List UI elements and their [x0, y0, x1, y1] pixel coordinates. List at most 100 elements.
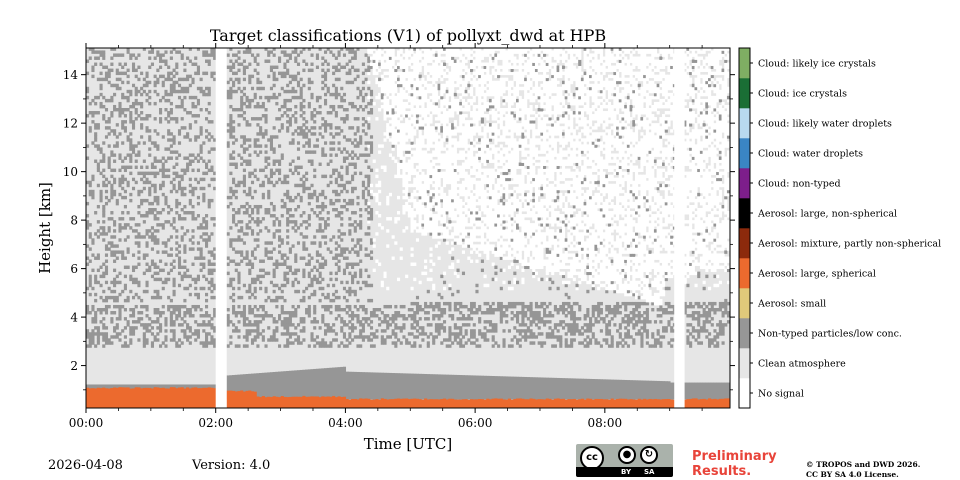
class-cell	[88, 129, 92, 133]
class-cell	[426, 223, 430, 227]
class-cell	[172, 141, 176, 145]
class-cell	[107, 198, 111, 203]
class-cell	[169, 298, 173, 303]
class-cell	[156, 317, 160, 321]
class-cell	[472, 335, 476, 339]
class-cell	[410, 74, 414, 79]
class-cell	[456, 204, 460, 209]
class-cell	[161, 226, 165, 230]
class-cell	[383, 86, 387, 91]
class-cell	[288, 311, 292, 315]
class-cell	[229, 195, 233, 200]
class-cell	[397, 65, 401, 70]
class-cell	[278, 344, 282, 348]
class-cell	[299, 95, 303, 100]
class-cell	[367, 274, 371, 279]
class-cell	[104, 304, 109, 309]
class-cell	[386, 135, 390, 139]
class-cell	[369, 150, 374, 154]
class-cell	[229, 48, 233, 51]
class-cell	[391, 317, 395, 321]
class-cell	[397, 168, 401, 173]
class-cell	[234, 183, 238, 188]
class-cell	[345, 344, 349, 348]
class-cell	[305, 220, 309, 224]
class-cell	[418, 162, 422, 166]
class-cell	[164, 198, 168, 203]
class-cell	[148, 189, 152, 194]
class-cell	[340, 117, 344, 121]
class-cell	[161, 168, 165, 173]
class-cell	[369, 141, 374, 145]
class-cell	[88, 292, 92, 297]
class-cell	[91, 317, 95, 321]
class-cell	[467, 68, 471, 73]
class-cell	[305, 177, 309, 182]
class-cell	[421, 92, 425, 97]
class-cell	[131, 277, 136, 282]
class-cell	[256, 53, 260, 57]
class-cell	[248, 174, 252, 179]
class-cell	[291, 323, 295, 327]
class-cell	[342, 198, 347, 203]
class-cell	[459, 171, 463, 176]
class-cell	[399, 77, 403, 82]
class-cell	[353, 77, 357, 82]
class-cell	[448, 80, 452, 85]
class-cell	[302, 289, 306, 294]
class-cell	[102, 338, 106, 342]
class-cell	[453, 229, 457, 233]
class-cell	[375, 95, 379, 100]
class-cell	[96, 335, 100, 339]
class-cell	[432, 56, 436, 60]
class-cell	[437, 117, 441, 121]
class-cell	[375, 308, 379, 312]
class-cell	[256, 335, 260, 339]
class-cell	[456, 126, 460, 130]
class-cell	[186, 77, 190, 82]
class-cell	[413, 201, 417, 206]
class-cell	[226, 53, 230, 57]
class-cell	[461, 186, 466, 191]
class-cell	[410, 223, 414, 227]
class-cell	[323, 101, 328, 106]
class-cell	[321, 262, 325, 266]
class-cell	[434, 141, 438, 145]
class-cell	[399, 59, 403, 63]
class-cell	[175, 304, 179, 309]
class-cell	[272, 220, 276, 224]
class-cell	[161, 74, 165, 79]
class-cell	[310, 126, 314, 130]
class-cell	[402, 314, 406, 318]
class-cell	[437, 48, 441, 51]
class-cell	[161, 180, 165, 185]
class-cell	[172, 183, 176, 188]
class-cell	[418, 86, 422, 91]
class-cell	[432, 286, 436, 291]
class-cell	[286, 217, 290, 221]
class-cell	[159, 168, 163, 173]
class-cell	[107, 71, 111, 76]
class-cell	[470, 204, 474, 209]
class-cell	[142, 171, 146, 176]
class-cell	[407, 62, 411, 66]
class-cell	[432, 92, 436, 97]
class-cell	[283, 192, 287, 197]
class-cell	[475, 220, 479, 224]
class-cell	[299, 183, 303, 188]
class-cell	[134, 111, 138, 115]
class-cell	[453, 138, 457, 142]
class-cell	[248, 144, 252, 148]
class-cell	[424, 311, 428, 315]
class-cell	[294, 195, 298, 200]
class-cell	[440, 117, 444, 121]
class-cell	[213, 341, 217, 345]
class-cell	[326, 295, 330, 300]
class-cell	[169, 111, 173, 115]
class-cell	[451, 156, 455, 160]
class-cell	[470, 180, 474, 185]
class-cell	[269, 314, 274, 318]
class-cell	[470, 62, 474, 66]
class-cell	[448, 92, 452, 97]
class-cell	[440, 274, 444, 279]
